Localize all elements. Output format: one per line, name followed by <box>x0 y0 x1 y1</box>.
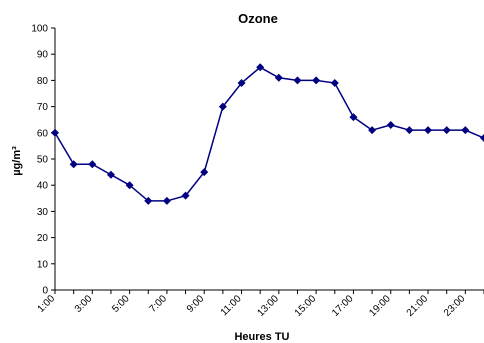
x-tick-label: 15:00 <box>293 293 319 319</box>
y-tick-label: 40 <box>37 181 49 192</box>
data-point <box>424 126 433 135</box>
chart-title: Ozone <box>238 11 278 26</box>
data-point <box>218 102 227 111</box>
x-tick-label: 5:00 <box>110 293 132 315</box>
data-point <box>181 191 190 200</box>
data-point <box>88 160 97 169</box>
x-axis-label: Heures TU <box>234 331 289 343</box>
data-point <box>69 160 78 169</box>
data-point <box>368 126 377 135</box>
data-point <box>461 126 470 135</box>
data-point <box>144 196 153 205</box>
y-tick-label: 20 <box>37 233 49 244</box>
y-tick-label: 90 <box>37 50 49 61</box>
x-tick-label: 23:00 <box>442 293 468 319</box>
data-point <box>312 76 321 85</box>
y-tick-label: 60 <box>37 128 49 139</box>
x-tick-label: 11:00 <box>219 293 244 318</box>
data-point <box>237 79 246 88</box>
data-point <box>162 196 171 205</box>
y-tick-label: 80 <box>37 76 49 87</box>
data-point <box>442 126 451 135</box>
x-tick-label: 3:00 <box>73 293 95 315</box>
x-tick-label: 9:00 <box>185 293 207 315</box>
y-axis-label: µg/m³ <box>11 146 23 176</box>
data-point <box>405 126 414 135</box>
x-tick-label: 21:00 <box>405 293 431 319</box>
series-line <box>54 66 484 202</box>
y-tick-label: 70 <box>37 102 49 113</box>
x-tick-label: 1:00 <box>36 293 58 315</box>
y-tick-label: 10 <box>37 259 49 270</box>
x-tick-label: 17:00 <box>330 293 356 319</box>
data-point <box>125 181 134 190</box>
data-point <box>480 134 484 143</box>
data-point <box>330 79 339 88</box>
data-point <box>274 73 283 82</box>
x-tick-label: 13:00 <box>255 293 281 319</box>
series-ozone <box>51 63 484 205</box>
data-point <box>51 128 59 137</box>
data-point <box>386 120 395 129</box>
y-tick-label: 50 <box>37 155 49 166</box>
y-tick-label: 100 <box>31 24 48 35</box>
data-point <box>349 113 358 122</box>
x-tick-label: 19:00 <box>367 293 393 319</box>
data-point <box>106 170 115 179</box>
y-axis: 0 10 20 30 40 50 60 70 80 90 100 <box>31 24 56 297</box>
y-tick-label: 30 <box>37 207 49 218</box>
data-point <box>256 63 265 72</box>
x-tick-label: 7:00 <box>147 293 169 315</box>
y-tick-label: 0 <box>42 286 48 297</box>
x-axis: 1:00 3:00 5:00 7:00 9:00 11:00 13:00 15:00 17:00… <box>36 289 484 319</box>
data-point <box>200 168 209 177</box>
data-point <box>293 76 302 85</box>
